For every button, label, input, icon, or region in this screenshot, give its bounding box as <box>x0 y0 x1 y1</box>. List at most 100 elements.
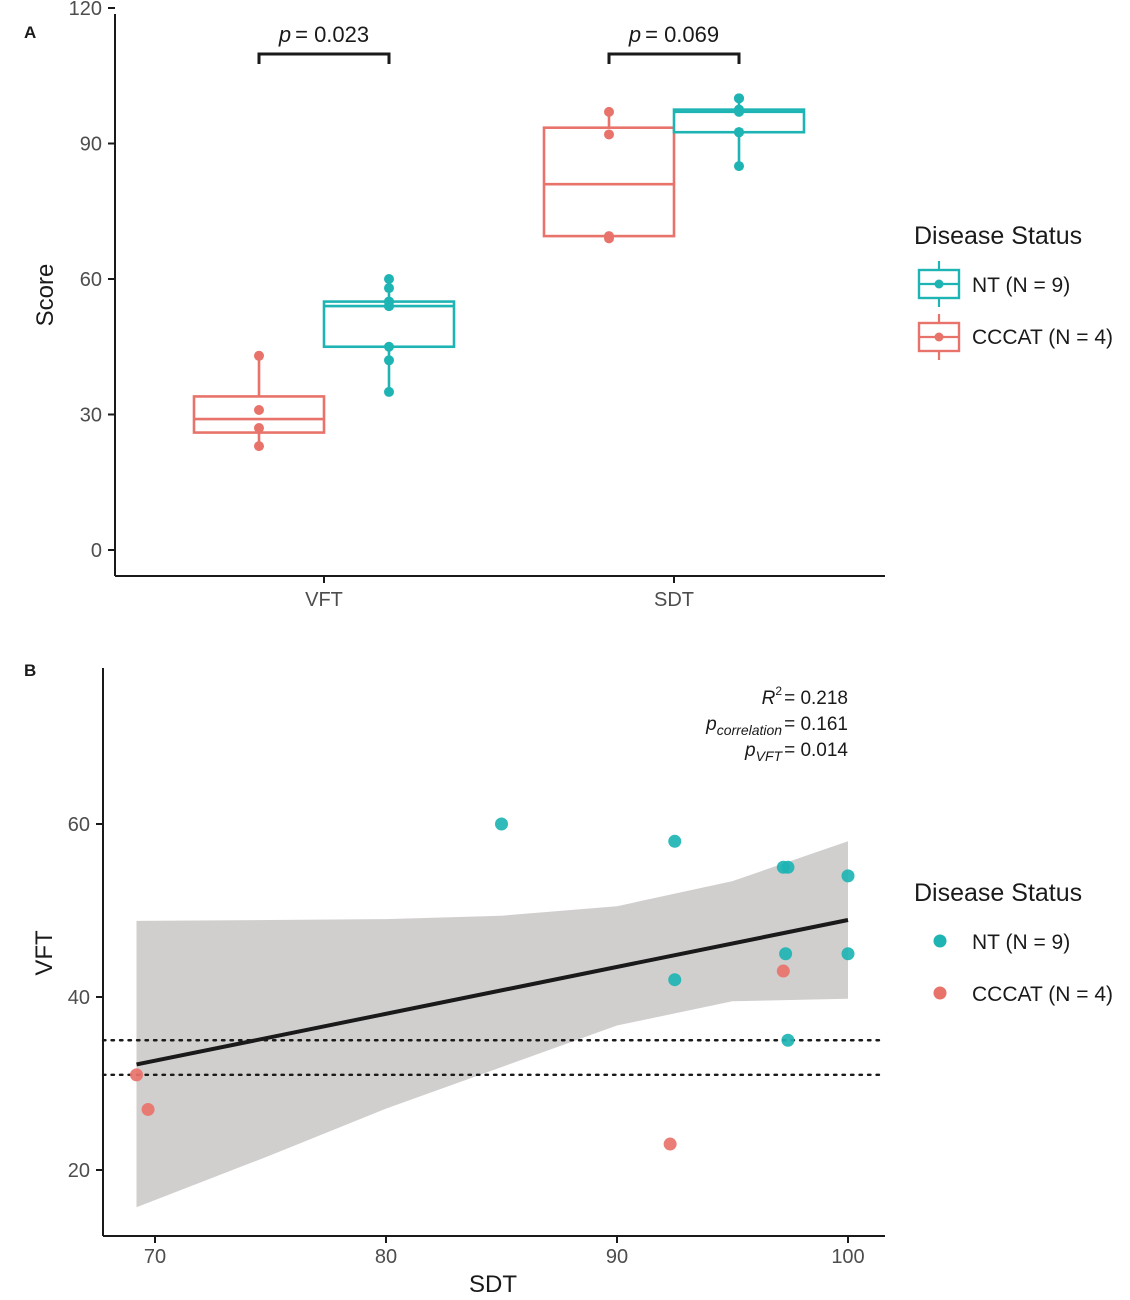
scatter-point-cccat <box>141 1102 155 1116</box>
panel-a-y-tick-label: 120 <box>69 0 102 20</box>
significance-label: p = 0.023 <box>278 22 369 47</box>
scatter-point-nt <box>781 1033 795 1047</box>
stat-pcorr-value: = 0.161 <box>784 714 848 735</box>
box-point <box>384 274 394 284</box>
panel-b-y-label: VFT <box>31 930 58 976</box>
box-point <box>254 423 264 434</box>
regression-confidence-band <box>136 841 848 1208</box>
panel-a-x-ticks: VFT SDT <box>305 576 694 611</box>
panel-a-legend-label-nt: NT (N = 9) <box>972 274 1070 297</box>
panel-b-x-tick-label: 100 <box>831 1246 864 1268</box>
panel-b-label: B <box>24 661 36 680</box>
scatter-point-nt <box>781 860 795 874</box>
boxplot-nt-sdt <box>672 93 806 172</box>
panel-a-y-label: Score <box>32 264 59 327</box>
box-point <box>734 106 744 117</box>
stat-r2-value: = 0.218 <box>784 688 848 709</box>
stat-r2-sup: 2 <box>775 684 782 698</box>
scatter-point-cccat <box>663 1137 677 1151</box>
panel-a-significance-brackets: p = 0.023 p = 0.069 <box>257 22 741 64</box>
scatter-point-nt <box>495 817 508 831</box>
box-body <box>542 126 676 238</box>
panel-b-legend-label-cccat: CCCAT (N = 4) <box>972 983 1113 1006</box>
panel-b-legend: Disease Status NT (N = 9) CCCAT (N = 4) <box>914 879 1113 1006</box>
panel-a-legend-title: Disease Status <box>914 222 1082 250</box>
panel-b-plot-area <box>101 817 887 1208</box>
panel-a-y-tick-label: 0 <box>91 540 102 562</box>
panel-b-x-tick-label: 80 <box>375 1246 397 1268</box>
box-point <box>254 350 264 361</box>
box-point <box>734 127 744 138</box>
boxplot-nt-vft <box>322 274 456 397</box>
box-point <box>734 161 744 172</box>
panel-b-stats: R2 = 0.218 pcorrelation = 0.161 pVFT = 0.01… <box>705 684 848 764</box>
panel-b-legend-label-nt: NT (N = 9) <box>972 931 1070 954</box>
box-point <box>384 283 394 294</box>
box-point <box>604 231 614 242</box>
box-point <box>384 386 394 397</box>
significance-bracket <box>607 52 741 64</box>
panel-a-y-tick-label: 90 <box>80 134 102 156</box>
significance-p-value: = 0.023 <box>295 22 369 47</box>
stat-pvft-symbol: p <box>744 740 756 761</box>
scatter-point-nt <box>779 947 793 961</box>
significance-label: p = 0.069 <box>628 22 719 47</box>
box-point <box>254 404 264 415</box>
panel-b-x-tick-label: 70 <box>144 1246 166 1268</box>
boxplot-cccat-sdt <box>542 106 676 244</box>
stat-r2: R2 = 0.218 <box>762 684 848 709</box>
significance-bracket <box>257 52 391 64</box>
panel-b-y-ticks: 20 40 60 <box>68 814 103 1182</box>
panel-b-legend-title: Disease Status <box>914 879 1082 907</box>
scatter-point-nt <box>841 947 855 961</box>
box-point <box>734 93 744 104</box>
stat-pvft-value: = 0.014 <box>784 740 848 761</box>
legend-key-point <box>934 279 944 289</box>
stat-p-correlation: pcorrelation = 0.161 <box>705 714 848 738</box>
panel-a-y-ticks: 0 30 60 90 120 <box>69 0 115 562</box>
box-point <box>254 441 264 452</box>
scatter-point-nt <box>668 834 682 848</box>
box-point <box>384 301 394 312</box>
panel-b-x-ticks: 70 80 90 100 <box>144 1236 865 1268</box>
panel-b-x-tick-label: 90 <box>606 1246 628 1268</box>
box-point <box>384 341 394 352</box>
stat-pcorr-sub: correlation <box>717 722 783 738</box>
stat-pcorr-symbol: p <box>705 714 717 735</box>
scatter-point-cccat <box>776 964 790 978</box>
significance-p-value: = 0.069 <box>645 22 719 47</box>
box-point <box>604 129 614 140</box>
panel-b-legend-key-nt <box>933 934 947 948</box>
panel-a-x-tick-label: VFT <box>305 589 343 611</box>
panel-a-x-tick-label: SDT <box>654 589 694 611</box>
significance-p-symbol: p <box>278 22 291 47</box>
panel-b-y-tick-label: 60 <box>68 814 90 836</box>
panel-a-legend-label-cccat: CCCAT (N = 4) <box>972 326 1113 349</box>
panel-b-x-label: SDT <box>469 1271 517 1298</box>
scatter-point-cccat <box>130 1068 144 1082</box>
scatter-point-nt <box>841 869 855 883</box>
panel-b-y-tick-label: 40 <box>68 987 90 1009</box>
panel-b-y-tick-label: 20 <box>68 1160 90 1182</box>
box-point <box>604 106 614 117</box>
stat-p-vft: pVFT = 0.014 <box>744 740 848 764</box>
panel-a-plot-area <box>192 93 806 452</box>
panel-a-label: A <box>24 23 36 42</box>
panel-a-y-tick-label: 30 <box>80 405 102 427</box>
scatter-point-nt <box>668 973 682 987</box>
panel-b-legend-key-cccat <box>933 986 947 1000</box>
panel-a-y-tick-label: 60 <box>80 269 102 291</box>
panel-a-legend-key-nt <box>917 261 961 307</box>
panel-a-legend: Disease Status NT (N = 9) CCCAT (N = 4) <box>914 222 1113 360</box>
stat-r2-symbol: R <box>762 688 776 709</box>
panel-a-legend-key-cccat <box>917 314 961 360</box>
regression-line <box>136 918 849 1067</box>
boxplot-cccat-vft <box>192 350 326 452</box>
stat-pvft-sub: VFT <box>756 748 784 764</box>
legend-key-point <box>934 332 944 342</box>
box-point <box>384 355 394 366</box>
significance-p-symbol: p <box>628 22 641 47</box>
